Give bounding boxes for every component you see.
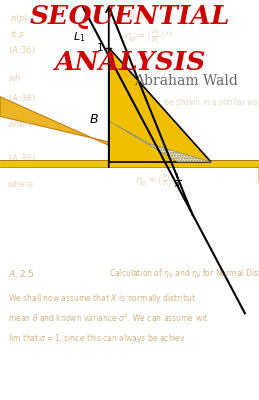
Text: Calculation of $\eta_0$ and $\eta_p$ for Normal Distribut: Calculation of $\eta_0$ and $\eta_p$ for… bbox=[109, 268, 259, 281]
Text: $(A\!:\!38)$: $(A\!:\!38)$ bbox=[8, 152, 35, 164]
Text: $(A\!:\!38)$: $(A\!:\!38)$ bbox=[8, 92, 35, 104]
Text: where: where bbox=[8, 120, 34, 129]
Text: $n(p)$: $n(p)$ bbox=[10, 12, 29, 25]
Text: $ > 0,$: $ > 0,$ bbox=[122, 76, 141, 88]
Text: $wh$: $wh$ bbox=[8, 72, 21, 83]
Text: $A.2.5$: $A.2.5$ bbox=[8, 268, 35, 279]
Text: $L_1$: $L_1$ bbox=[73, 30, 85, 44]
Polygon shape bbox=[0, 97, 211, 166]
Text: lim that $\sigma=1$, since this can always be achiev: lim that $\sigma=1$, since this can alwa… bbox=[8, 332, 186, 345]
Text: $\frac{1}{A}$: $\frac{1}{A}$ bbox=[174, 172, 181, 190]
Text: $(A\!:\!36)$: $(A\!:\!36)$ bbox=[8, 44, 35, 56]
Text: 1: 1 bbox=[97, 43, 104, 53]
Text: where: where bbox=[8, 180, 34, 189]
Text: Abraham Wald: Abraham Wald bbox=[134, 74, 239, 88]
Polygon shape bbox=[109, 121, 211, 162]
Text: that: that bbox=[130, 12, 147, 21]
Text: We shall now assume that $X$ is normally distribut: We shall now assume that $X$ is normally… bbox=[8, 292, 196, 305]
Text: $\eta_p = \left(\frac{p_1}{p_0}\right)^{x_0}$: $\eta_p = \left(\frac{p_1}{p_0}\right)^{… bbox=[135, 172, 184, 190]
Text: $\eta_p = \left(\frac{p_1}{p_0}\right)^{x_0}$: $\eta_p = \left(\frac{p_1}{p_0}\right)^{… bbox=[124, 28, 173, 46]
Text: mean $\theta$ and known variance $\sigma^2$. We can assume wit: mean $\theta$ and known variance $\sigma… bbox=[8, 312, 208, 324]
Text: SEQUENTIAL: SEQUENTIAL bbox=[29, 4, 230, 29]
Text: $ < 0,$ it can be shown in a similar way that: $ < 0,$ it can be shown in a similar way… bbox=[119, 96, 259, 109]
Text: $\eta_p = \left(\frac{p_1}{p_0}\right)^{x_0}$: $\eta_p = \left(\frac{p_1}{p_0}\right)^{… bbox=[130, 140, 178, 158]
Text: $B$: $B$ bbox=[89, 113, 98, 126]
Text: $\quad< 0,$ and: $\quad< 0,$ and bbox=[119, 120, 167, 132]
Text: it $s$: it $s$ bbox=[10, 28, 25, 39]
Text: ANALYSIS: ANALYSIS bbox=[54, 50, 205, 75]
Polygon shape bbox=[109, 48, 211, 162]
Bar bbox=[0, 160, 259, 167]
